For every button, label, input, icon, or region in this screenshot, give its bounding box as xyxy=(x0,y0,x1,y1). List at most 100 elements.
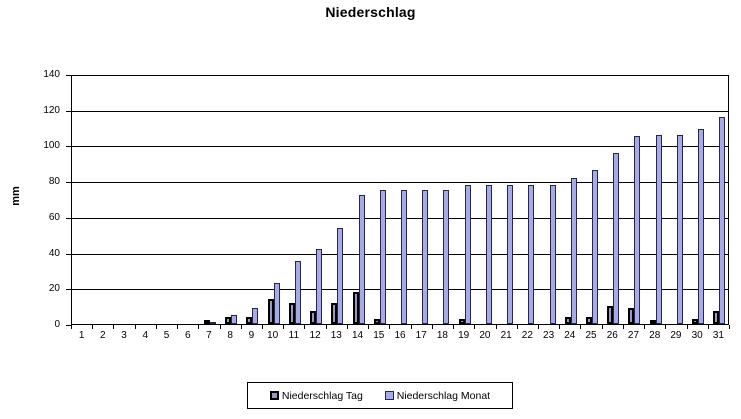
x-tick-label: 11 xyxy=(288,330,300,341)
bar-niederschlag-monat xyxy=(379,190,386,324)
x-tick-mark xyxy=(622,325,624,329)
x-tick-mark xyxy=(283,325,285,329)
bar-niederschlag-monat xyxy=(252,308,259,324)
bar-niederschlag-tag xyxy=(267,299,274,324)
x-tick-mark xyxy=(453,325,455,329)
y-tick-label: 20 xyxy=(48,283,60,295)
y-tick-mark xyxy=(66,253,71,255)
x-tick-label: 5 xyxy=(163,330,170,341)
x-tick-label: 3 xyxy=(121,330,127,341)
legend-item: Niederschlag Tag xyxy=(269,390,363,402)
bar-niederschlag-monat xyxy=(209,322,216,324)
bar-niederschlag-monat xyxy=(464,185,471,324)
x-tick-label: 20 xyxy=(479,330,491,341)
x-tick-mark xyxy=(686,325,688,329)
legend-item: Niederschlag Monat xyxy=(384,389,491,402)
y-tick-mark xyxy=(66,325,71,326)
y-tick-mark xyxy=(66,217,71,219)
bar-niederschlag-monat xyxy=(613,153,620,324)
bar-niederschlag-tag xyxy=(310,311,317,324)
bar-niederschlag-monat xyxy=(676,135,683,324)
x-tick-label: 19 xyxy=(458,330,470,341)
bar-niederschlag-tag xyxy=(352,292,359,324)
x-tick-label: 28 xyxy=(649,330,661,341)
bar-niederschlag-tag xyxy=(564,317,571,324)
x-tick-label: 13 xyxy=(330,330,342,341)
bar-niederschlag-monat xyxy=(273,283,280,324)
bar-niederschlag-monat xyxy=(294,261,301,324)
x-tick-mark xyxy=(240,325,242,329)
gridline xyxy=(72,217,728,219)
legend-label: Niederschlag Monat xyxy=(396,389,491,402)
x-tick-label: 12 xyxy=(309,330,321,341)
bar-niederschlag-monat xyxy=(549,185,556,324)
y-tick-mark xyxy=(66,182,71,184)
x-tick-label: 18 xyxy=(436,330,448,341)
x-tick-label: 22 xyxy=(521,330,533,341)
x-tick-mark xyxy=(559,325,561,329)
bar-niederschlag-monat xyxy=(592,170,599,324)
y-tick-label: 60 xyxy=(48,211,60,223)
x-tick-label: 2 xyxy=(100,330,106,341)
y-tick-mark xyxy=(66,75,71,76)
plot-area xyxy=(71,75,729,325)
x-tick-label: 14 xyxy=(351,330,364,341)
x-tick-mark xyxy=(474,325,476,329)
x-tick-mark xyxy=(71,325,72,329)
bar-niederschlag-tag xyxy=(458,319,465,324)
x-tick-mark xyxy=(495,325,497,329)
x-tick-label: 17 xyxy=(415,330,427,341)
bar-niederschlag-monat xyxy=(422,190,429,324)
x-tick-label: 8 xyxy=(227,330,233,341)
x-tick-label: 9 xyxy=(248,330,255,341)
x-tick-label: 24 xyxy=(564,330,576,341)
x-tick-label: 15 xyxy=(373,330,385,341)
gridline xyxy=(72,182,728,184)
bar-niederschlag-tag xyxy=(628,308,635,324)
x-tick-mark xyxy=(516,325,518,329)
bar-niederschlag-tag xyxy=(225,317,232,324)
legend: Niederschlag Tag Niederschlag Monat xyxy=(247,382,513,409)
bar-niederschlag-monat xyxy=(316,249,323,324)
bar-niederschlag-tag xyxy=(373,319,380,324)
gridline xyxy=(72,146,728,148)
x-tick-mark xyxy=(707,325,709,329)
bar-niederschlag-monat xyxy=(570,178,577,324)
x-tick-mark xyxy=(198,325,200,329)
x-tick-mark xyxy=(580,325,582,329)
bar-niederschlag-monat xyxy=(337,228,344,324)
x-tick-mark xyxy=(134,325,136,329)
x-tick-mark xyxy=(644,325,646,329)
bar-niederschlag-tag xyxy=(331,303,338,324)
bar-niederschlag-monat xyxy=(443,190,450,324)
y-tick-mark xyxy=(66,146,71,148)
x-tick-label: 23 xyxy=(543,330,555,341)
bar-niederschlag-tag xyxy=(203,320,210,324)
y-tick-label: 120 xyxy=(43,104,60,116)
y-tick-mark xyxy=(66,289,71,291)
x-tick-mark xyxy=(389,325,391,329)
bar-niederschlag-monat xyxy=(485,185,492,324)
x-tick-label: 27 xyxy=(627,330,640,341)
legend-marker-monat-icon xyxy=(384,391,394,400)
bar-niederschlag-monat xyxy=(698,129,705,324)
bar-niederschlag-monat xyxy=(655,135,662,324)
y-tick-label: 40 xyxy=(48,247,60,259)
x-tick-label: 1 xyxy=(78,330,85,341)
x-tick-mark xyxy=(410,325,412,329)
y-axis-title: mm xyxy=(10,186,22,206)
gridline xyxy=(72,289,728,291)
x-tick-label: 10 xyxy=(267,330,279,341)
x-tick-mark xyxy=(304,325,306,329)
x-tick-mark xyxy=(537,325,539,329)
y-tick-label: 80 xyxy=(48,176,60,188)
x-tick-mark xyxy=(177,325,179,329)
bar-niederschlag-monat xyxy=(528,185,535,324)
gridline xyxy=(72,110,728,112)
x-tick-mark xyxy=(113,325,115,329)
x-tick-mark xyxy=(368,325,370,329)
bar-niederschlag-tag xyxy=(713,311,720,324)
x-tick-label: 16 xyxy=(394,330,406,341)
bar-niederschlag-tag xyxy=(607,306,614,324)
x-tick-label: 31 xyxy=(712,330,724,341)
